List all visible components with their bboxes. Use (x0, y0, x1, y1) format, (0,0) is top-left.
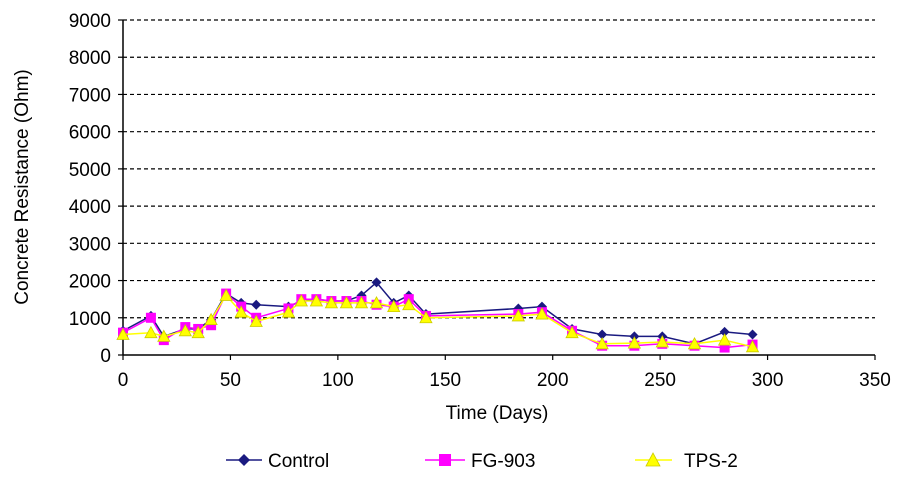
data-point-tps-2-15 (369, 296, 384, 309)
series-tps-2 (116, 288, 760, 353)
legend-marker-fg-903 (439, 454, 451, 466)
data-point-tps-2-27 (745, 339, 760, 353)
y-tick-label-5000: 5000 (69, 160, 111, 181)
series-line-control (122, 281, 753, 345)
y-tick-label-3000: 3000 (69, 234, 111, 255)
x-tick-label-0: 0 (118, 370, 129, 391)
data-point-tps-2-24 (655, 335, 669, 348)
data-point-tps-2-17 (402, 297, 416, 311)
data-point-tps-2-1 (144, 325, 158, 339)
data-point-fg-903-1 (145, 312, 156, 323)
y-tick-label-2000: 2000 (69, 272, 111, 293)
data-point-tps-2-21 (565, 325, 579, 339)
data-point-tps-2-8 (249, 314, 263, 327)
x-axis-title: Time (Days) (446, 403, 549, 424)
y-tick-label-9000: 9000 (69, 11, 111, 32)
x-tick-label-250: 250 (644, 370, 676, 391)
data-point-tps-2-12 (324, 296, 339, 309)
y-tick-label-1000: 1000 (69, 309, 111, 330)
data-point-tps-2-23 (627, 336, 642, 349)
y-tick-label-4000: 4000 (69, 197, 111, 218)
y-tick-label-6000: 6000 (69, 123, 111, 144)
data-point-tps-2-9 (281, 305, 296, 318)
data-point-tps-2-10 (294, 294, 309, 307)
data-point-tps-2-3 (178, 323, 192, 337)
data-point-control-27 (747, 329, 758, 340)
x-tick-label-150: 150 (429, 370, 461, 391)
series-line-tps-2 (122, 294, 753, 348)
data-point-tps-2-22 (595, 336, 609, 350)
legend-item-control: Control (226, 451, 329, 472)
data-point-tps-2-26 (717, 333, 732, 346)
data-point-tps-2-14 (354, 296, 369, 309)
x-tick-labels: 0 50 100 150 200 250 300 350 (118, 370, 891, 391)
y-tick-label-0: 0 (100, 346, 111, 367)
x-tick-label-300: 300 (752, 370, 784, 391)
data-point-control-15 (371, 277, 382, 288)
data-point-tps-2-2 (157, 329, 171, 342)
legend-label-control: Control (268, 451, 329, 472)
data-point-control-26 (719, 326, 730, 337)
legend-marker-tps-2 (645, 452, 661, 467)
data-point-fg-903-5 (206, 320, 217, 331)
data-point-tps-2-19 (511, 309, 526, 322)
legend: Control FG-903 TPS-2 (226, 451, 738, 472)
data-point-tps-2-6 (219, 288, 233, 301)
data-series (116, 277, 760, 353)
data-point-fg-903-26 (719, 342, 730, 353)
y-tick-label-7000: 7000 (69, 85, 111, 106)
legend-marker-control (238, 454, 250, 466)
data-point-tps-2-7 (234, 305, 248, 318)
legend-item-fg-903: FG-903 (425, 451, 535, 472)
data-point-tps-2-11 (309, 294, 324, 307)
data-point-tps-2-16 (387, 299, 401, 313)
axes (118, 19, 876, 360)
data-point-tps-2-25 (687, 336, 702, 350)
data-point-tps-2-4 (191, 325, 205, 339)
x-tick-label-350: 350 (859, 370, 891, 391)
x-tick-label-50: 50 (220, 370, 241, 391)
gridlines (123, 19, 875, 319)
data-point-tps-2-0 (116, 327, 130, 340)
x-tick-label-100: 100 (322, 370, 354, 391)
data-point-tps-2-18 (419, 310, 433, 324)
legend-label-tps-2: TPS-2 (684, 451, 738, 472)
x-tick-label-200: 200 (537, 370, 569, 391)
data-point-control-22 (597, 329, 608, 340)
data-point-control-8 (251, 299, 262, 310)
legend-label-fg-903: FG-903 (471, 451, 535, 472)
legend-item-tps-2: TPS-2 (635, 451, 738, 472)
data-point-tps-2-20 (535, 307, 549, 320)
y-tick-labels: 0 1000 2000 3000 4000 5000 6000 7000 8000 9000 (69, 11, 111, 367)
data-point-tps-2-13 (339, 296, 354, 309)
y-tick-label-8000: 8000 (69, 48, 111, 69)
y-axis-title: Concrete Resistance (Ohm) (12, 69, 33, 304)
data-point-tps-2-5 (204, 312, 218, 326)
